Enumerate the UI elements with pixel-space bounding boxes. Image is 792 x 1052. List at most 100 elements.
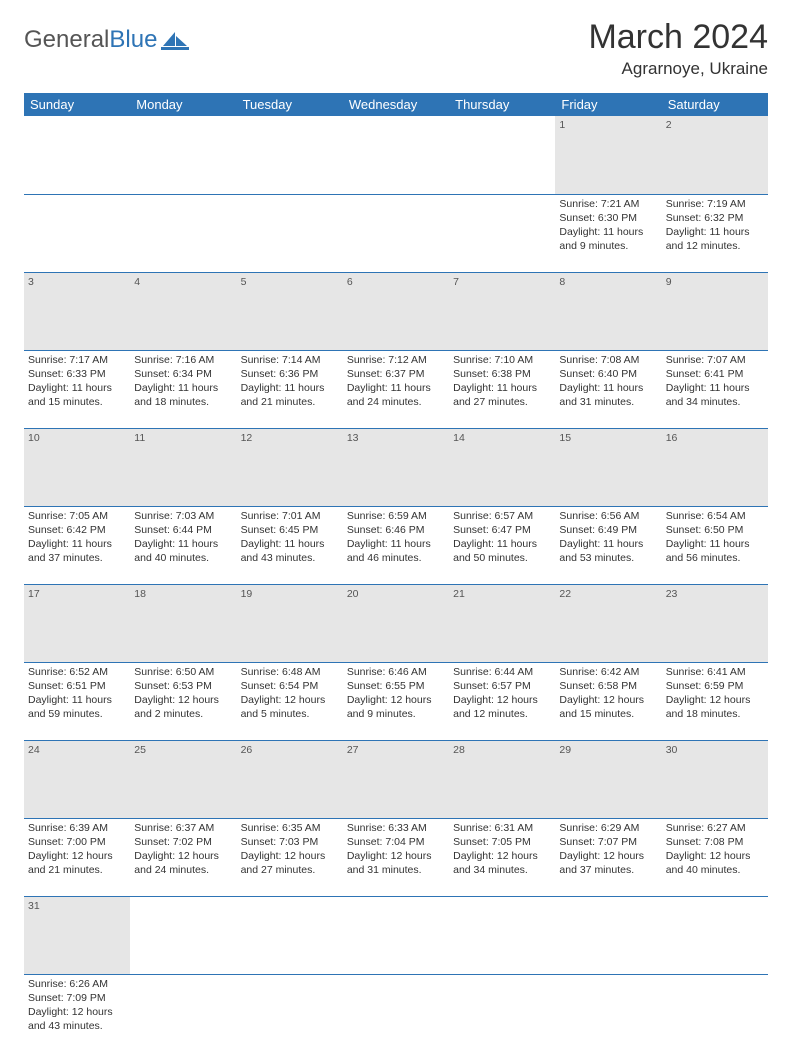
sunset-line: Sunset: 6:41 PM [666,367,764,381]
day-cell: Sunrise: 6:46 AMSunset: 6:55 PMDaylight:… [343,662,449,740]
day-cell: Sunrise: 6:59 AMSunset: 6:46 PMDaylight:… [343,506,449,584]
day-number-row: 10111213141516 [24,428,768,506]
day-cell: Sunrise: 6:31 AMSunset: 7:05 PMDaylight:… [449,818,555,896]
day-number: 9 [662,272,768,350]
sunrise-line: Sunrise: 6:27 AM [666,821,764,835]
sunset-line: Sunset: 6:55 PM [347,679,445,693]
day-number: 21 [449,584,555,662]
daylight-line: Daylight: 12 hours and 18 minutes. [666,693,764,721]
day-cell: Sunrise: 6:39 AMSunset: 7:00 PMDaylight:… [24,818,130,896]
daylight-line: Daylight: 11 hours and 9 minutes. [559,225,657,253]
day-number: 11 [130,428,236,506]
sunset-line: Sunset: 6:54 PM [241,679,339,693]
title-block: March 2024 Agrarnoye, Ukraine [588,18,768,79]
brand-name-part2: Blue [109,26,157,53]
daylight-line: Daylight: 12 hours and 21 minutes. [28,849,126,877]
day-number: 22 [555,584,661,662]
day-number: 4 [130,272,236,350]
day-number: 19 [237,584,343,662]
day-cell: Sunrise: 7:14 AMSunset: 6:36 PMDaylight:… [237,350,343,428]
sunrise-line: Sunrise: 6:57 AM [453,509,551,523]
day-cell: Sunrise: 6:57 AMSunset: 6:47 PMDaylight:… [449,506,555,584]
weekday-header: Monday [130,93,236,116]
sunrise-line: Sunrise: 7:03 AM [134,509,232,523]
sunset-line: Sunset: 6:38 PM [453,367,551,381]
day-cell: Sunrise: 7:05 AMSunset: 6:42 PMDaylight:… [24,506,130,584]
daylight-line: Daylight: 11 hours and 15 minutes. [28,381,126,409]
day-number: 23 [662,584,768,662]
day-cell: Sunrise: 6:33 AMSunset: 7:04 PMDaylight:… [343,818,449,896]
day-info-row: Sunrise: 6:52 AMSunset: 6:51 PMDaylight:… [24,662,768,740]
day-number-row: 24252627282930 [24,740,768,818]
daylight-line: Daylight: 11 hours and 59 minutes. [28,693,126,721]
day-number: 16 [662,428,768,506]
brand-name-part1: General [24,26,109,53]
day-cell: Sunrise: 6:50 AMSunset: 6:53 PMDaylight:… [130,662,236,740]
daylight-line: Daylight: 12 hours and 43 minutes. [28,1005,126,1033]
day-number-empty [237,116,343,194]
sunset-line: Sunset: 7:07 PM [559,835,657,849]
sunset-line: Sunset: 6:50 PM [666,523,764,537]
daylight-line: Daylight: 12 hours and 40 minutes. [666,849,764,877]
day-cell: Sunrise: 7:07 AMSunset: 6:41 PMDaylight:… [662,350,768,428]
sunrise-line: Sunrise: 6:50 AM [134,665,232,679]
day-number: 25 [130,740,236,818]
day-cell: Sunrise: 6:26 AMSunset: 7:09 PMDaylight:… [24,974,130,1052]
sunrise-line: Sunrise: 7:08 AM [559,353,657,367]
day-cell: Sunrise: 7:03 AMSunset: 6:44 PMDaylight:… [130,506,236,584]
daylight-line: Daylight: 12 hours and 12 minutes. [453,693,551,721]
sunset-line: Sunset: 6:32 PM [666,211,764,225]
day-number-empty [24,116,130,194]
day-cell: Sunrise: 6:42 AMSunset: 6:58 PMDaylight:… [555,662,661,740]
sunrise-line: Sunrise: 6:42 AM [559,665,657,679]
sunrise-line: Sunrise: 7:21 AM [559,197,657,211]
day-number-row: 31 [24,896,768,974]
day-cell-empty [555,974,661,1052]
day-cell: Sunrise: 6:56 AMSunset: 6:49 PMDaylight:… [555,506,661,584]
sunset-line: Sunset: 7:03 PM [241,835,339,849]
sunset-line: Sunset: 7:00 PM [28,835,126,849]
day-cell: Sunrise: 6:54 AMSunset: 6:50 PMDaylight:… [662,506,768,584]
day-cell-empty [343,194,449,272]
sunset-line: Sunset: 6:33 PM [28,367,126,381]
day-number-empty [555,896,661,974]
weekday-header: Thursday [449,93,555,116]
weekday-header: Sunday [24,93,130,116]
day-cell-empty [130,974,236,1052]
day-number: 12 [237,428,343,506]
sunrise-line: Sunrise: 6:46 AM [347,665,445,679]
day-cell-empty [130,194,236,272]
day-number: 3 [24,272,130,350]
day-cell: Sunrise: 6:41 AMSunset: 6:59 PMDaylight:… [662,662,768,740]
daylight-line: Daylight: 12 hours and 15 minutes. [559,693,657,721]
day-cell: Sunrise: 6:27 AMSunset: 7:08 PMDaylight:… [662,818,768,896]
sunset-line: Sunset: 7:09 PM [28,991,126,1005]
sunrise-line: Sunrise: 6:39 AM [28,821,126,835]
sunset-line: Sunset: 6:36 PM [241,367,339,381]
sunrise-line: Sunrise: 6:33 AM [347,821,445,835]
day-number: 27 [343,740,449,818]
sunrise-line: Sunrise: 6:37 AM [134,821,232,835]
day-number: 17 [24,584,130,662]
sunrise-line: Sunrise: 6:48 AM [241,665,339,679]
day-number-empty [237,896,343,974]
day-number: 6 [343,272,449,350]
day-cell: Sunrise: 7:10 AMSunset: 6:38 PMDaylight:… [449,350,555,428]
sunrise-line: Sunrise: 7:05 AM [28,509,126,523]
day-info-row: Sunrise: 7:05 AMSunset: 6:42 PMDaylight:… [24,506,768,584]
daylight-line: Daylight: 11 hours and 37 minutes. [28,537,126,565]
daylight-line: Daylight: 12 hours and 31 minutes. [347,849,445,877]
sunrise-line: Sunrise: 7:17 AM [28,353,126,367]
sunset-line: Sunset: 7:05 PM [453,835,551,849]
day-cell-empty [237,194,343,272]
day-cell: Sunrise: 7:01 AMSunset: 6:45 PMDaylight:… [237,506,343,584]
sunrise-line: Sunrise: 7:07 AM [666,353,764,367]
day-cell-empty [237,974,343,1052]
day-number: 26 [237,740,343,818]
day-cell: Sunrise: 7:12 AMSunset: 6:37 PMDaylight:… [343,350,449,428]
daylight-line: Daylight: 11 hours and 50 minutes. [453,537,551,565]
day-number-empty [130,896,236,974]
weekday-header-row: SundayMondayTuesdayWednesdayThursdayFrid… [24,93,768,116]
day-cell-empty [662,974,768,1052]
daylight-line: Daylight: 12 hours and 5 minutes. [241,693,339,721]
